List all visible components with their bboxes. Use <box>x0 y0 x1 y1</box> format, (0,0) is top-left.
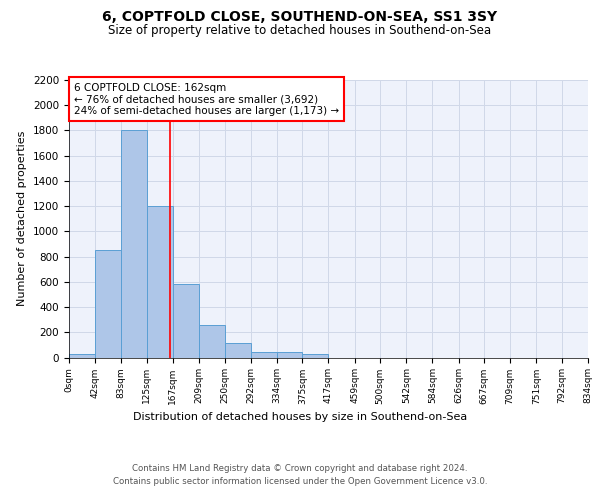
Text: Size of property relative to detached houses in Southend-on-Sea: Size of property relative to detached ho… <box>109 24 491 37</box>
Bar <box>69 354 95 358</box>
Text: Distribution of detached houses by size in Southend-on-Sea: Distribution of detached houses by size … <box>133 412 467 422</box>
Bar <box>277 352 302 358</box>
Bar <box>173 284 199 358</box>
Bar <box>224 343 251 357</box>
Bar <box>199 326 224 358</box>
Text: 6, COPTFOLD CLOSE, SOUTHEND-ON-SEA, SS1 3SY: 6, COPTFOLD CLOSE, SOUTHEND-ON-SEA, SS1 … <box>103 10 497 24</box>
Text: 6 COPTFOLD CLOSE: 162sqm
← 76% of detached houses are smaller (3,692)
24% of sem: 6 COPTFOLD CLOSE: 162sqm ← 76% of detach… <box>74 82 339 116</box>
Y-axis label: Number of detached properties: Number of detached properties <box>17 131 28 306</box>
Bar <box>121 130 147 358</box>
Text: Contains public sector information licensed under the Open Government Licence v3: Contains public sector information licen… <box>113 477 487 486</box>
Bar <box>251 352 277 358</box>
Bar <box>302 354 329 358</box>
Text: Contains HM Land Registry data © Crown copyright and database right 2024.: Contains HM Land Registry data © Crown c… <box>132 464 468 473</box>
Bar <box>95 250 121 358</box>
Bar <box>147 206 173 358</box>
